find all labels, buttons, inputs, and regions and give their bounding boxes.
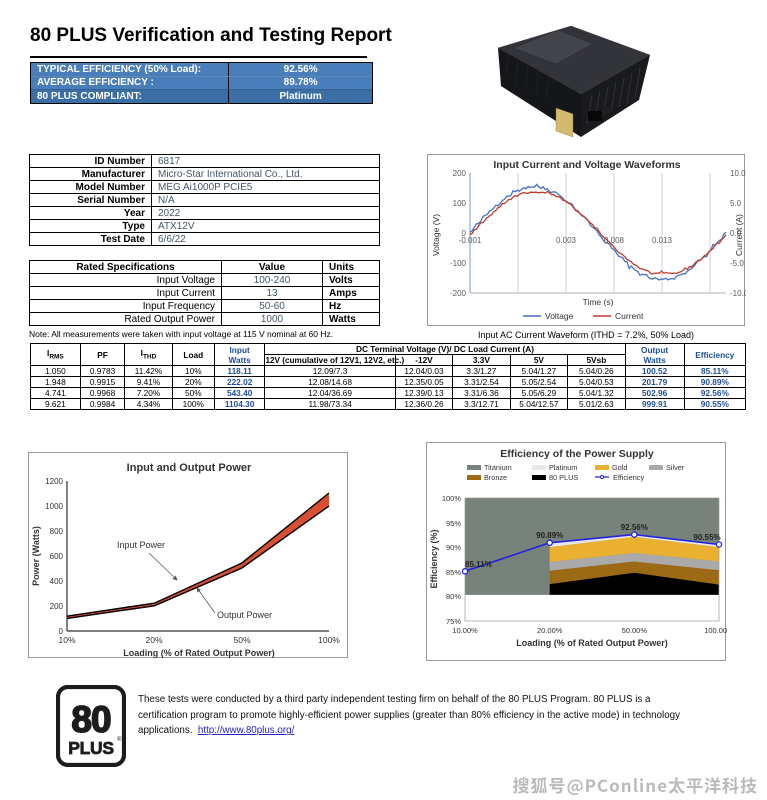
svg-text:Current: Current <box>615 311 644 321</box>
svg-text:Efficiency: Efficiency <box>613 473 644 482</box>
svg-text:Loading (% of Rated Output Pow: Loading (% of Rated Output Power) <box>123 648 275 658</box>
svg-text:100%: 100% <box>318 635 340 645</box>
svg-text:Loading (% of Rated Output Pow: Loading (% of Rated Output Power) <box>516 638 668 648</box>
svg-text:Silver: Silver <box>666 463 685 472</box>
svg-text:Voltage: Voltage <box>545 311 574 321</box>
svg-text:85.11%: 85.11% <box>465 560 492 569</box>
svg-text:20%: 20% <box>145 635 162 645</box>
svg-text:75%: 75% <box>446 617 461 626</box>
svg-text:10.0: 10.0 <box>730 169 746 178</box>
svg-text:90.89%: 90.89% <box>536 531 563 540</box>
svg-text:5.0: 5.0 <box>730 199 742 208</box>
svg-text:-5.0: -5.0 <box>730 259 744 268</box>
svg-text:20.00%: 20.00% <box>537 626 563 635</box>
svg-text:0.013: 0.013 <box>652 236 673 245</box>
svg-text:85%: 85% <box>446 568 461 577</box>
svg-text:92.56%: 92.56% <box>621 523 648 532</box>
svg-text:Platinum: Platinum <box>549 463 577 472</box>
svg-text:Gold: Gold <box>612 463 627 472</box>
svg-text:90.55%: 90.55% <box>693 533 720 542</box>
svg-text:Efficiency (%): Efficiency (%) <box>429 529 439 588</box>
svg-text:80: 80 <box>71 699 111 740</box>
svg-text:50.00%: 50.00% <box>622 626 648 635</box>
svg-text:95%: 95% <box>446 519 461 528</box>
svg-text:200: 200 <box>453 169 467 178</box>
svg-text:100: 100 <box>453 199 467 208</box>
svg-text:Power (Watts): Power (Watts) <box>31 526 41 586</box>
svg-text:Input Current and Voltage Wave: Input Current and Voltage Waveforms <box>493 159 680 171</box>
svg-text:10%: 10% <box>58 635 75 645</box>
svg-text:1000: 1000 <box>45 502 63 511</box>
svg-text:800: 800 <box>50 527 64 536</box>
svg-text:600: 600 <box>50 552 64 561</box>
svg-text:90%: 90% <box>446 543 461 552</box>
svg-text:Output Power: Output Power <box>217 610 272 620</box>
svg-text:-10.0: -10.0 <box>730 289 746 298</box>
svg-text:Efficiency of the Power Supply: Efficiency of the Power Supply <box>500 448 654 460</box>
svg-text:80%: 80% <box>446 592 461 601</box>
svg-text:400: 400 <box>50 577 64 586</box>
svg-text:-100: -100 <box>450 259 467 268</box>
svg-text:10.00%: 10.00% <box>452 626 478 635</box>
svg-text:100%: 100% <box>442 494 462 503</box>
svg-text:100.00%: 100.00% <box>704 626 727 635</box>
svg-text:200: 200 <box>50 602 64 611</box>
svg-text:Time (s): Time (s) <box>583 297 614 307</box>
svg-text:0.003: 0.003 <box>556 236 577 245</box>
svg-text:Bronze: Bronze <box>484 473 507 482</box>
svg-text:-200: -200 <box>450 289 467 298</box>
svg-text:®: ® <box>117 736 122 743</box>
svg-text:80 PLUS: 80 PLUS <box>549 473 578 482</box>
svg-text:Input and Output Power: Input and Output Power <box>127 462 252 474</box>
svg-text:0.008: 0.008 <box>604 236 625 245</box>
svg-text:Current (A): Current (A) <box>734 214 744 256</box>
svg-text:Titanium: Titanium <box>484 463 512 472</box>
svg-text:1200: 1200 <box>45 477 63 486</box>
svg-text:Input Power: Input Power <box>117 540 165 550</box>
svg-text:50%: 50% <box>233 635 250 645</box>
svg-text:Voltage (V): Voltage (V) <box>431 214 441 256</box>
svg-text:-0.001: -0.001 <box>459 236 482 245</box>
svg-text:PLUS: PLUS <box>68 738 113 758</box>
